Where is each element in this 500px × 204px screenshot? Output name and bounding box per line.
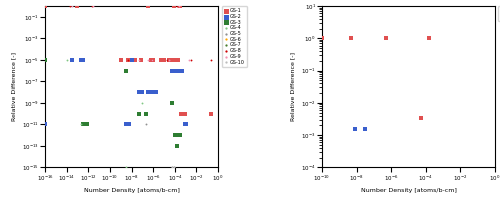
Legend: GS-1, GS-2: GS-1, GS-2 bbox=[498, 6, 500, 21]
GS-10 bbox=[170, 166, 178, 169]
GS-8 bbox=[163, 58, 171, 61]
GS-1 bbox=[176, 4, 184, 8]
GS-1 bbox=[156, 58, 164, 61]
GS-1 bbox=[147, 58, 155, 61]
GS-2 bbox=[148, 90, 156, 94]
GS-1 bbox=[180, 112, 188, 115]
GS-2 bbox=[76, 58, 84, 61]
GS-2 bbox=[182, 123, 190, 126]
GS-1 bbox=[160, 58, 168, 61]
GS-1 bbox=[318, 37, 326, 40]
GS-1 bbox=[171, 58, 179, 61]
Y-axis label: Relative Difference [-]: Relative Difference [-] bbox=[290, 52, 296, 121]
GS-1 bbox=[416, 116, 424, 119]
GS-2 bbox=[125, 123, 133, 126]
GS-1 bbox=[149, 58, 157, 61]
GS-2 bbox=[170, 69, 178, 72]
GS-1 bbox=[138, 58, 145, 61]
GS-4 bbox=[62, 58, 70, 61]
GS-2 bbox=[176, 69, 184, 72]
GS-3 bbox=[176, 133, 184, 137]
GS-9 bbox=[144, 58, 152, 61]
GS-2 bbox=[351, 128, 359, 131]
GS-8 bbox=[187, 58, 195, 61]
GS-1 bbox=[74, 4, 82, 8]
GS-3 bbox=[135, 112, 143, 115]
GS-2 bbox=[138, 90, 146, 94]
GS-5 bbox=[168, 166, 175, 169]
GS-1 bbox=[116, 58, 124, 61]
GS-1 bbox=[382, 37, 390, 40]
GS-1 bbox=[206, 112, 214, 115]
GS-1 bbox=[178, 112, 186, 115]
GS-2 bbox=[168, 69, 175, 72]
GS-10 bbox=[168, 166, 175, 169]
GS-8 bbox=[148, 58, 156, 61]
GS-4 bbox=[138, 101, 146, 104]
GS-2 bbox=[171, 69, 179, 72]
GS-1 bbox=[41, 4, 49, 8]
GS-1 bbox=[174, 58, 182, 61]
GS-1 bbox=[124, 58, 132, 61]
X-axis label: Number Density [atoms/b-cm]: Number Density [atoms/b-cm] bbox=[360, 188, 456, 193]
GS-2 bbox=[178, 69, 186, 72]
GS-9 bbox=[90, 4, 98, 8]
GS-2 bbox=[174, 69, 182, 72]
GS-3 bbox=[172, 144, 180, 147]
X-axis label: Number Density [atoms/b-cm]: Number Density [atoms/b-cm] bbox=[84, 188, 180, 193]
GS-8 bbox=[88, 4, 96, 8]
GS-1 bbox=[168, 58, 176, 61]
GS-2 bbox=[128, 58, 136, 61]
GS-3 bbox=[171, 133, 179, 137]
GS-8 bbox=[66, 4, 74, 8]
GS-2 bbox=[122, 123, 130, 126]
GS-2 bbox=[135, 90, 143, 94]
GS-9 bbox=[68, 4, 76, 8]
GS-9 bbox=[185, 58, 193, 61]
GS-3 bbox=[41, 58, 49, 61]
GS-9 bbox=[135, 58, 143, 61]
Legend: GS-1, GS-2, GS-3, GS-4, GS-5, GS-6, GS-7, GS-8, GS-9, GS-10: GS-1, GS-2, GS-3, GS-4, GS-5, GS-6, GS-7… bbox=[222, 6, 246, 67]
GS-9 bbox=[165, 58, 173, 61]
GS-8 bbox=[172, 4, 180, 8]
GS-1 bbox=[144, 4, 152, 8]
GS-3 bbox=[174, 133, 182, 137]
GS-2 bbox=[41, 123, 49, 126]
GS-2 bbox=[68, 58, 76, 61]
GS-3 bbox=[78, 123, 86, 126]
GS-1 bbox=[425, 37, 433, 40]
GS-4 bbox=[122, 166, 130, 169]
GS-2 bbox=[78, 58, 86, 61]
GS-5 bbox=[142, 123, 150, 126]
GS-1 bbox=[165, 58, 173, 61]
GS-8 bbox=[124, 58, 132, 61]
GS-2 bbox=[152, 90, 160, 94]
GS-3 bbox=[168, 101, 176, 104]
GS-1 bbox=[348, 37, 356, 40]
GS-2 bbox=[144, 90, 152, 94]
GS-3 bbox=[83, 123, 91, 126]
GS-2 bbox=[178, 69, 186, 72]
GS-4 bbox=[76, 123, 84, 126]
GS-1 bbox=[131, 58, 139, 61]
Y-axis label: Relative Difference [-]: Relative Difference [-] bbox=[12, 52, 16, 121]
GS-3 bbox=[142, 112, 150, 115]
GS-2 bbox=[180, 123, 188, 126]
GS-3 bbox=[122, 69, 130, 72]
GS-2 bbox=[361, 128, 369, 131]
GS-1 bbox=[170, 4, 178, 8]
GS-5 bbox=[170, 166, 178, 169]
GS-9 bbox=[175, 4, 183, 8]
GS-8 bbox=[206, 58, 214, 61]
GS-9 bbox=[148, 58, 156, 61]
